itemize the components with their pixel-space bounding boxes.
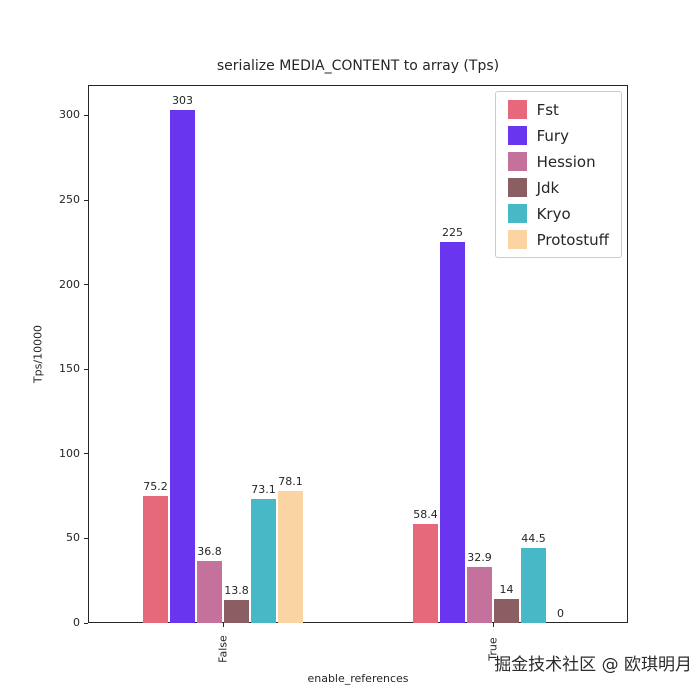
- y-tick-mark: [84, 199, 88, 201]
- bar-protostuff-false: [278, 490, 303, 623]
- watermark: 掘金技术社区 @ 欧琪明月: [494, 655, 692, 675]
- legend-entry-fury: Fury: [507, 126, 609, 145]
- bar-jdk-false: [224, 599, 249, 623]
- bar-value-label: 75.2: [143, 479, 168, 493]
- y-tick-label: 100: [59, 446, 80, 460]
- y-tick-mark: [84, 622, 88, 624]
- legend: Fst Fury Hession Jdk Kryo Protostuff: [494, 91, 622, 258]
- bar-value-label: 225: [442, 226, 463, 240]
- y-tick-mark: [84, 284, 88, 286]
- bar-fury-false: [170, 110, 195, 623]
- y-tick-mark: [84, 537, 88, 539]
- legend-swatch-hession: [507, 152, 527, 171]
- legend-entry-kryo: Kryo: [507, 204, 609, 223]
- legend-label: Kryo: [536, 204, 571, 223]
- legend-label: Jdk: [536, 178, 560, 197]
- bar-fst-true: [413, 524, 438, 623]
- bar-fury-true: [440, 242, 465, 623]
- y-tick-label: 300: [59, 108, 80, 122]
- y-tick-label: 0: [73, 616, 80, 629]
- bar-value-label: 36.8: [197, 544, 222, 558]
- bar-hession-true: [467, 567, 492, 623]
- y-tick-mark: [84, 453, 88, 455]
- bar-value-label: 58.4: [413, 508, 438, 522]
- legend-swatch-fst: [507, 100, 527, 119]
- x-axis-label: enable_references: [307, 672, 409, 685]
- bar-value-label: 13.8: [224, 583, 249, 597]
- legend-swatch-protostuff: [507, 230, 527, 249]
- bar-jdk-true: [494, 599, 519, 623]
- y-tick-label: 200: [59, 277, 80, 291]
- legend-entry-jdk: Jdk: [507, 178, 609, 197]
- legend-swatch-kryo: [507, 204, 527, 223]
- y-tick-mark: [84, 368, 88, 370]
- y-tick-label: 150: [59, 362, 80, 376]
- x-tick-label: False: [216, 635, 230, 663]
- bar-value-label: 32.9: [467, 551, 492, 565]
- bar-value-label: 303: [172, 94, 193, 108]
- bar-value-label: 78.1: [278, 474, 303, 488]
- legend-swatch-jdk: [507, 178, 527, 197]
- bar-kryo-true: [521, 547, 546, 623]
- bar-value-label: 0: [557, 607, 564, 620]
- x-tick-mark: [492, 623, 494, 627]
- legend-label: Fury: [536, 126, 569, 145]
- bar-value-label: 73.1: [251, 483, 276, 497]
- bar-hession-false: [197, 560, 222, 623]
- bar-fst-false: [143, 495, 168, 623]
- y-tick-label: 250: [59, 193, 80, 207]
- bar-value-label: 14: [499, 583, 514, 597]
- legend-entry-hession: Hession: [507, 152, 609, 171]
- plot-area: Fst Fury Hession Jdk Kryo Protostuff: [88, 85, 628, 623]
- x-tick-label: True: [486, 637, 500, 661]
- legend-label: Hession: [536, 152, 596, 171]
- bar-value-label: 44.5: [521, 531, 546, 545]
- y-tick-mark: [84, 114, 88, 116]
- chart-title: serialize MEDIA_CONTENT to array (Tps): [216, 58, 500, 74]
- y-tick-label: 50: [66, 531, 80, 545]
- legend-label: Fst: [536, 100, 559, 119]
- legend-swatch-fury: [507, 126, 527, 145]
- legend-label: Protostuff: [536, 230, 609, 249]
- bar-kryo-false: [251, 499, 276, 623]
- x-tick-mark: [222, 623, 224, 627]
- legend-entry-fst: Fst: [507, 100, 609, 119]
- legend-entry-protostuff: Protostuff: [507, 230, 609, 249]
